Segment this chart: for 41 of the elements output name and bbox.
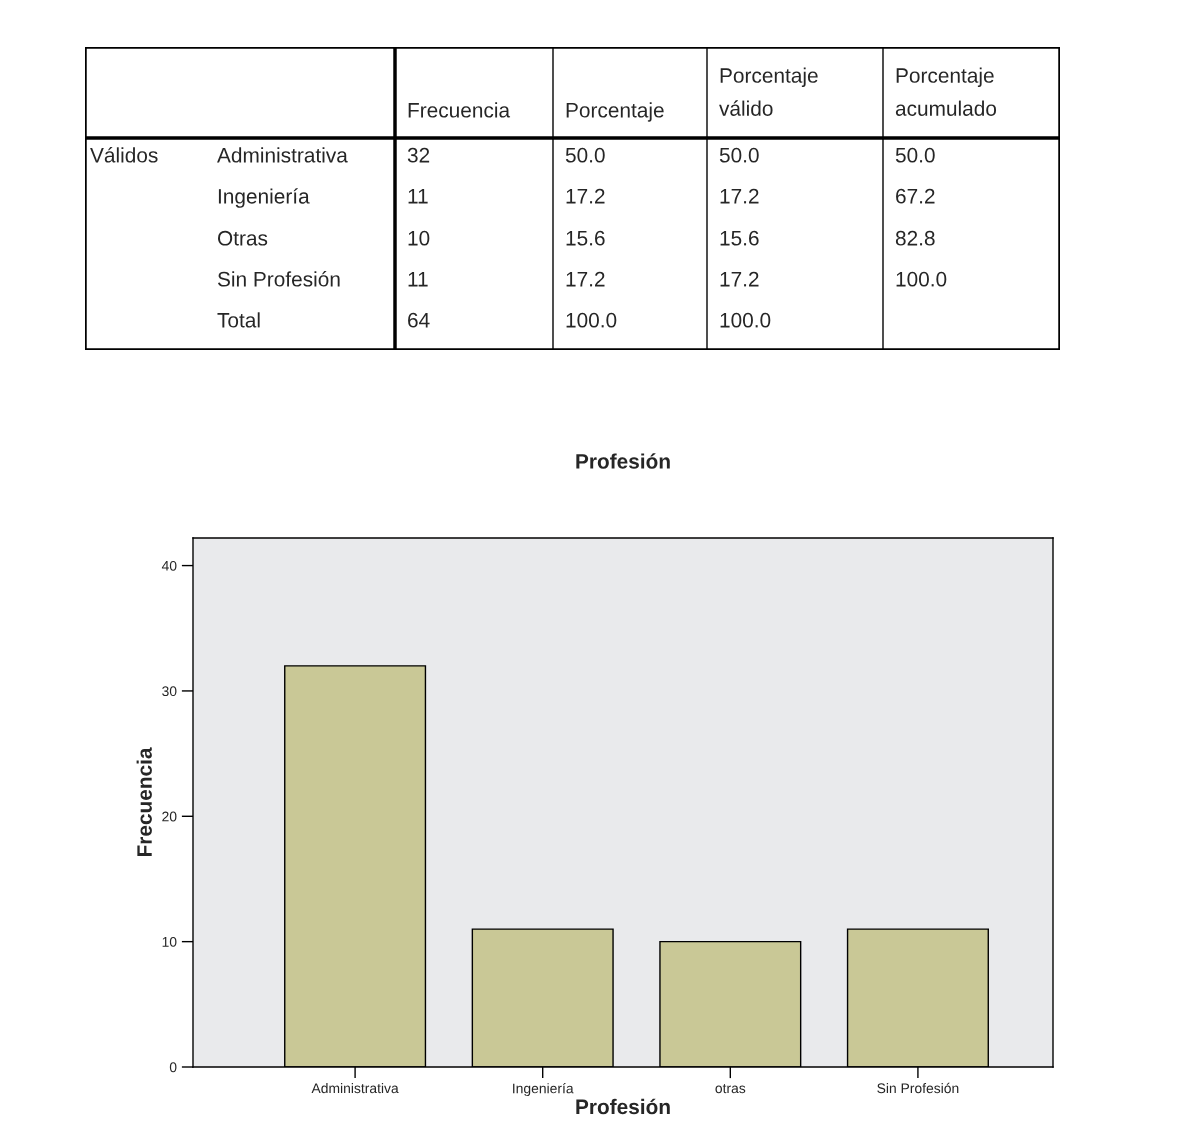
text: 100.0 (566, 312, 617, 328)
text: 32 (407, 147, 430, 163)
y-tick-label: 30 (162, 686, 177, 697)
text: 15.6 (720, 230, 759, 246)
text: 100.0 (720, 312, 771, 328)
text: Sin Profesión (217, 271, 340, 287)
text: Frecuencia (408, 102, 511, 118)
text: 50.0 (719, 147, 759, 163)
x-axis-title: Profesión (576, 1098, 670, 1115)
text: Válidos (90, 147, 158, 163)
text: 17.2 (566, 188, 605, 204)
text: Porcentaje acumulado (895, 67, 997, 116)
text: Total (217, 312, 260, 328)
text: Porcentaje válido (719, 67, 818, 116)
text: 50.0 (895, 147, 935, 163)
text: Porcentaje (566, 102, 664, 122)
x-tick-label: Administrativa (311, 1082, 399, 1094)
y-axis-title: Frecuencia (136, 747, 152, 857)
text: Otras (217, 230, 268, 246)
text: Ingeniería (218, 188, 310, 208)
y-tick-label: 40 (161, 560, 177, 571)
text: 10 (408, 230, 430, 246)
x-tick-label: otras (715, 1084, 746, 1094)
text: 17.2 (720, 188, 759, 204)
x-tick-label: Ingeniería (513, 1082, 574, 1097)
text: Administrativa (217, 147, 348, 163)
text: 17.2 (720, 271, 759, 287)
text: 82.8 (895, 230, 935, 246)
text: 11 (408, 272, 428, 287)
x-tick-label: Sin Profesión (877, 1082, 959, 1094)
text: 50.0 (565, 147, 605, 163)
y-tick-label: 0 (169, 1062, 177, 1073)
text: 67.2 (896, 188, 935, 204)
text: 15.6 (566, 230, 605, 246)
text: 17.2 (566, 271, 605, 287)
chart-title: Profesión (576, 453, 670, 469)
text: 64 (408, 312, 430, 328)
text: 11 (408, 189, 428, 204)
y-tick-label: 10 (162, 936, 177, 947)
text: 100.0 (896, 271, 947, 287)
y-tick-label: 20 (162, 811, 177, 822)
